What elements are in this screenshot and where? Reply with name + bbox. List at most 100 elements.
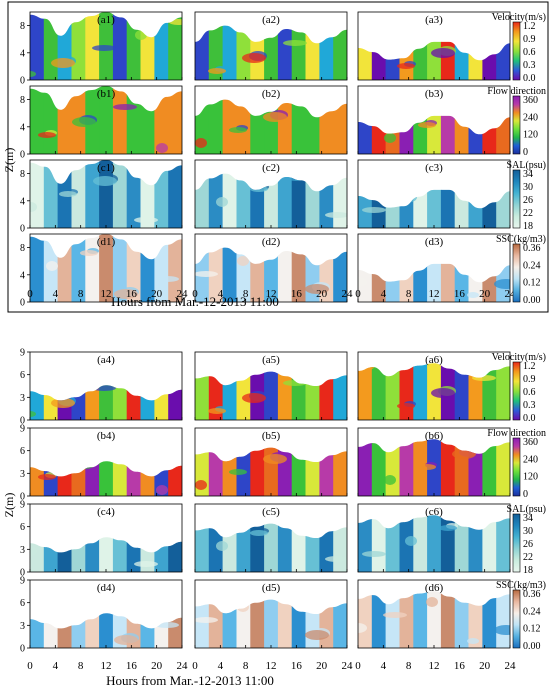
panel-blob xyxy=(439,525,457,531)
panel-band xyxy=(43,613,59,648)
panel-blob xyxy=(229,469,247,475)
panel-blob xyxy=(208,408,226,414)
panel-band xyxy=(454,363,470,420)
panel-band xyxy=(291,371,307,420)
panel-band xyxy=(168,160,182,228)
x-tick-label: 20 xyxy=(151,288,163,300)
panel-band xyxy=(427,263,442,302)
panel-blob xyxy=(229,127,247,133)
panel-blob xyxy=(284,523,308,525)
panel-label: (b4) xyxy=(97,430,116,442)
panel-band xyxy=(454,189,470,228)
colorbar-tick-label: 360 xyxy=(523,437,538,448)
x-tick-label: 8 xyxy=(406,288,412,300)
y-tick-label: 0 xyxy=(20,568,25,579)
panel-blob xyxy=(92,385,116,391)
panel-band xyxy=(250,599,265,648)
x-tick-label: 24 xyxy=(342,660,354,672)
panel-band xyxy=(168,613,182,648)
panel-blob xyxy=(494,279,510,289)
panel-band xyxy=(85,537,100,572)
panel-band xyxy=(154,537,169,572)
colorbar-tick-label: 22 xyxy=(523,552,533,563)
y-tick-label: 0 xyxy=(20,644,25,655)
panel-blob xyxy=(397,403,415,409)
panel-blob xyxy=(362,207,386,213)
panel-band xyxy=(195,599,210,648)
panel-band xyxy=(30,537,45,572)
panel-band xyxy=(468,41,483,80)
colorbar-tick-label: 360 xyxy=(523,95,538,106)
panel-blob xyxy=(472,375,496,381)
colorbar-tick-label: 0.9 xyxy=(523,34,536,45)
panel-band xyxy=(454,591,470,648)
heatmap-panel: (d3) 0 4 8 12 16 20 24 xyxy=(355,233,516,303)
panel-band xyxy=(222,523,237,572)
panel-band xyxy=(154,385,169,420)
panel-band xyxy=(333,371,347,420)
panel-blob xyxy=(195,138,207,148)
panel-blob xyxy=(467,638,479,644)
panel-band xyxy=(57,537,72,572)
panel-band xyxy=(168,234,182,302)
panel-band xyxy=(358,41,373,80)
heatmap-panel: (b5) xyxy=(194,427,348,497)
panel-band xyxy=(291,173,307,228)
panel-band xyxy=(482,439,497,496)
upper-y-axis-label: Z(m) xyxy=(2,148,16,173)
panel-band xyxy=(333,99,347,154)
panel-band xyxy=(399,439,414,496)
y-tick-label: 4 xyxy=(20,48,25,59)
heatmap-panel: (a1) 0 4 8 xyxy=(20,11,183,87)
y-tick-label: 9 xyxy=(20,576,25,587)
x-tick-label: 8 xyxy=(406,660,412,672)
panel-blob xyxy=(460,591,478,592)
x-tick-label: 16 xyxy=(454,660,466,672)
x-tick-label: 4 xyxy=(53,288,59,300)
panel-blob xyxy=(418,122,436,128)
panel-blob xyxy=(283,380,307,386)
heatmap-panel: (a4) 0 3 6 9 xyxy=(20,348,183,427)
y-tick-label: 3 xyxy=(20,545,25,556)
y-tick-label: 0 xyxy=(20,298,25,309)
panel-band xyxy=(399,363,414,420)
colorbar-scale xyxy=(512,361,521,421)
panel-blob xyxy=(363,363,375,370)
panel-band xyxy=(71,537,86,572)
x-tick-label: 12 xyxy=(429,660,440,672)
panel-band xyxy=(277,371,293,420)
heatmap-panel: (b2) xyxy=(194,85,348,155)
panel-blob xyxy=(452,449,476,459)
heatmap-panel: (a3) xyxy=(357,11,511,81)
panel-blob xyxy=(87,594,99,600)
panel-band xyxy=(291,247,307,302)
x-tick-label: 16 xyxy=(454,288,466,300)
panel-band xyxy=(291,599,307,648)
x-tick-label: 4 xyxy=(381,660,387,672)
panel-band xyxy=(236,25,251,80)
x-tick-label: 0 xyxy=(192,660,198,672)
colorbar: SSC(kg/m3)0.36 0.24 0.12 0.00 xyxy=(496,234,546,306)
x-tick-label: 20 xyxy=(316,288,328,300)
panel-band xyxy=(85,12,100,80)
colorbar-scale xyxy=(512,437,521,497)
panel-band xyxy=(195,523,210,572)
panel-band xyxy=(333,247,347,302)
panel-blob xyxy=(358,623,367,633)
panel-band xyxy=(277,25,293,80)
panel-band xyxy=(413,515,428,572)
panel-band xyxy=(57,86,72,154)
panel-blob xyxy=(326,25,338,35)
colorbar-tick-label: 0.6 xyxy=(523,47,536,58)
panel-field xyxy=(30,160,182,228)
panel-band xyxy=(208,523,224,572)
heatmap-panel: (d4) 0 3 6 9 0 4 8 12 16 20 24 xyxy=(20,576,188,673)
panel-band xyxy=(277,247,293,302)
panel-band xyxy=(371,41,387,80)
y-tick-label: 9 xyxy=(20,500,25,511)
panel-blob xyxy=(325,556,347,562)
x-tick-label: 20 xyxy=(479,660,491,672)
panel-band xyxy=(440,41,456,80)
colorbar-tick-label: 0.24 xyxy=(523,606,541,617)
